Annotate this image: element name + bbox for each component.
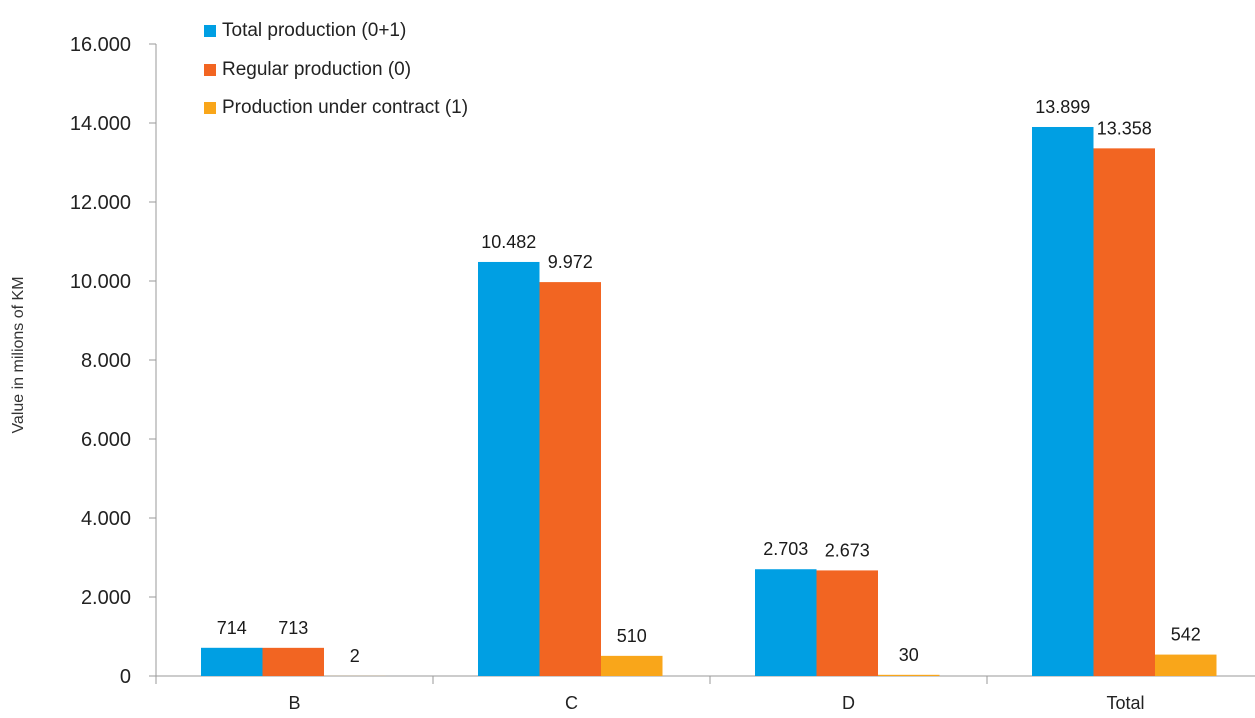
data-label: 10.482	[481, 232, 536, 252]
bar	[816, 570, 878, 676]
data-label: 714	[217, 618, 247, 638]
data-label: 30	[899, 645, 919, 665]
legend-swatch-production-under-contract	[204, 102, 216, 115]
legend-swatch-regular-production	[204, 63, 216, 76]
y-tick-label: 14.000	[70, 113, 131, 135]
y-tick-label: 0	[120, 666, 131, 688]
y-tick-label: 10.000	[70, 271, 131, 293]
x-tick-label: C	[565, 693, 578, 713]
legend-swatch-total-production	[204, 25, 216, 38]
data-label: 542	[1171, 625, 1201, 645]
legend-item-regular-production: Regular production (0)	[204, 51, 468, 90]
data-label: 2.673	[825, 540, 870, 560]
y-tick-label: 16.000	[70, 34, 131, 56]
data-label: 713	[278, 618, 308, 638]
bar	[755, 569, 817, 676]
y-tick-label: 6.000	[81, 429, 131, 451]
bar	[262, 647, 324, 676]
legend-item-total-production: Total production (0+1)	[204, 12, 468, 51]
data-label: 2.703	[763, 539, 808, 559]
y-tick-label: 2.000	[81, 587, 131, 609]
bar	[201, 647, 263, 676]
bar	[1093, 148, 1155, 676]
bar	[1032, 126, 1094, 676]
data-label: 9.972	[548, 252, 593, 272]
x-tick-label: D	[842, 693, 855, 713]
y-tick-label: 8.000	[81, 350, 131, 372]
legend-label-total-production: Total production (0+1)	[222, 20, 407, 42]
y-tick-label: 4.000	[81, 508, 131, 530]
data-label: 13.358	[1097, 118, 1152, 138]
data-label: 2	[350, 646, 360, 666]
bar	[878, 674, 940, 676]
legend: Total production (0+1) Regular productio…	[204, 12, 468, 128]
bar	[478, 261, 540, 676]
legend-label-regular-production: Regular production (0)	[222, 58, 412, 80]
y-tick-label: 12.000	[70, 192, 131, 214]
data-label: 510	[617, 626, 647, 646]
bar	[539, 282, 601, 676]
legend-item-production-under-contract: Production under contract (1)	[204, 89, 468, 128]
data-label: 13.899	[1035, 97, 1090, 117]
bar	[601, 655, 663, 676]
x-tick-label: B	[288, 693, 300, 713]
legend-label-production-under-contract: Production under contract (1)	[222, 97, 469, 119]
bar	[1155, 654, 1217, 676]
x-tick-label: Total	[1106, 693, 1144, 713]
